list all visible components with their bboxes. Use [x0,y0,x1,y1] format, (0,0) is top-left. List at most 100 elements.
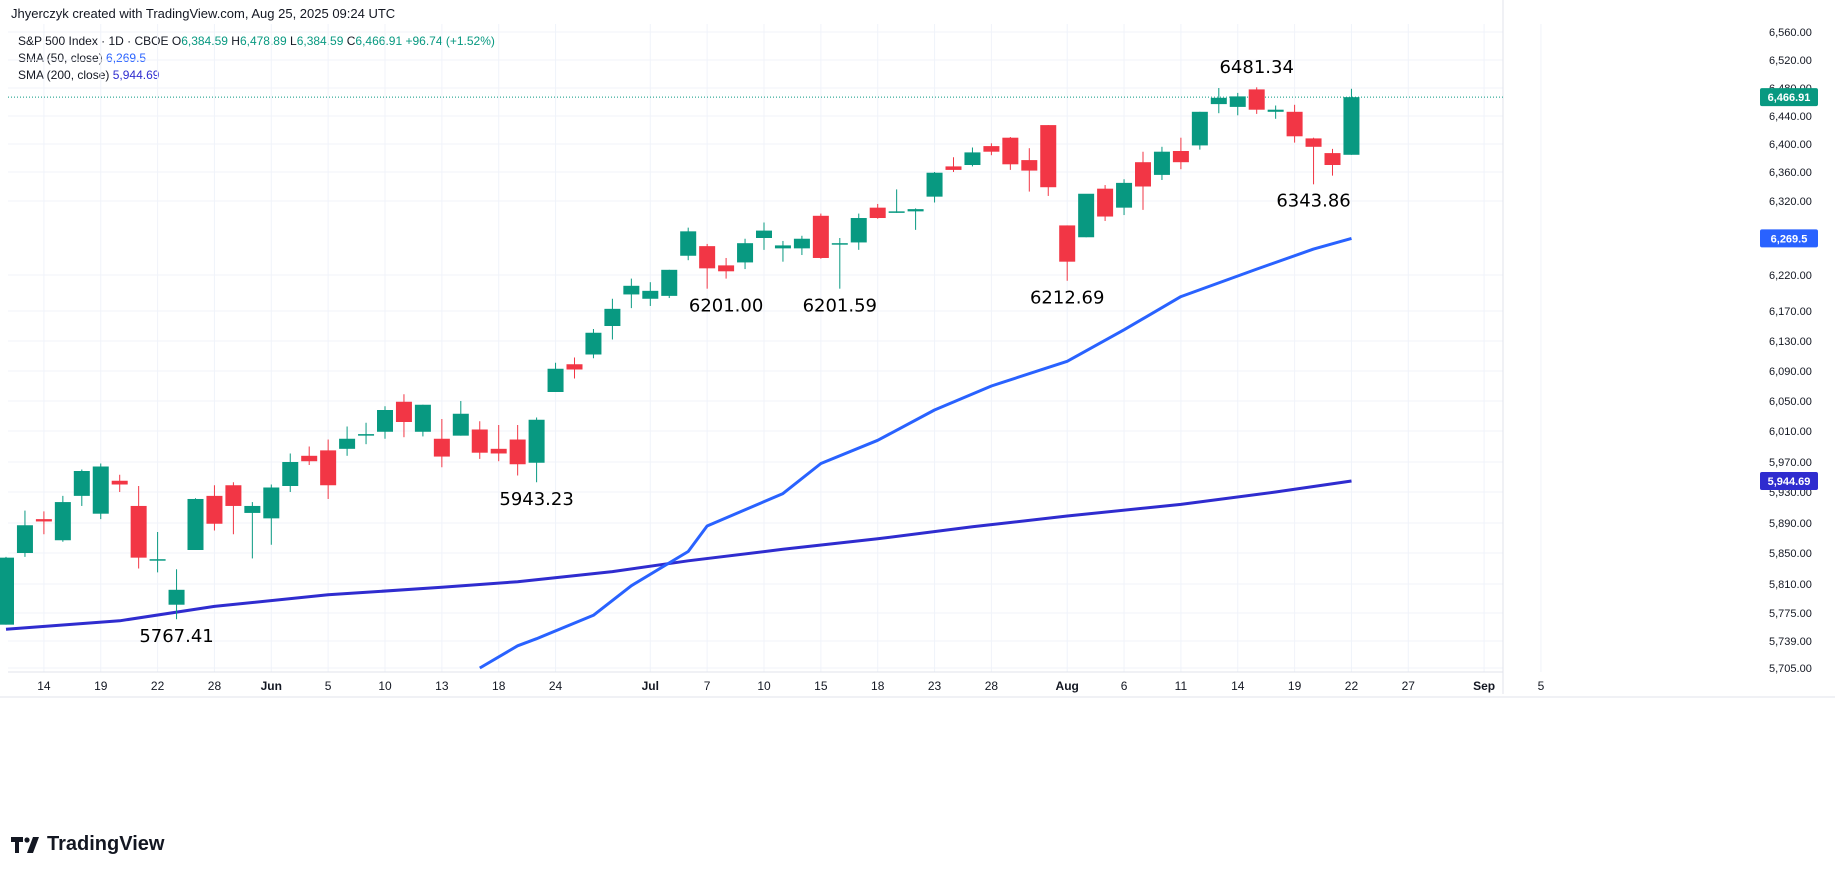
time-axis-label: 5 [325,679,332,693]
price-axis-label: 6,440.00 [1769,111,1812,123]
candle-body [1191,111,1208,146]
candle-body [945,166,962,170]
candle-bearish [1248,87,1265,114]
candle-bullish [187,498,204,550]
candle-body [547,368,564,392]
candle-body [206,495,223,524]
time-axis-label: Sep [1473,679,1495,693]
candle-bullish [54,495,71,542]
candle-bullish [1210,88,1227,114]
candle-bullish [585,329,602,359]
candle-bullish [1229,92,1246,116]
candle-body [642,290,659,299]
candle-body [187,498,204,550]
candle-body [1229,96,1246,107]
candle-bearish [1040,125,1057,196]
candle-bullish [282,453,299,492]
sma50-legend-row[interactable]: SMA (50, close) 6,269.5 [18,50,495,67]
candle-bullish [737,238,754,270]
candle-body [585,332,602,355]
time-axis-label: 11 [1175,679,1188,693]
time-axis-label: 22 [1345,679,1359,693]
candle-body [263,487,280,519]
candle-body [566,364,583,370]
candle-bearish [111,474,128,492]
symbol-legend-row[interactable]: S&P 500 Index · 1D · CBOE O6,384.59 H6,4… [18,33,495,50]
price-axis-label: 6,050.00 [1769,396,1812,408]
candle-body [907,209,924,212]
candle-body [661,269,678,296]
time-axis-label: 23 [928,679,942,693]
candle-body [1116,182,1133,208]
open-key: O [171,34,182,48]
candle-body [756,230,772,238]
symbol-label: S&P 500 Index · 1D · CBOE [18,34,169,48]
candle-body [149,559,166,561]
candle-bearish [1059,225,1076,281]
tradingview-logo[interactable]: TradingView [11,833,164,856]
time-axis-label: 7 [704,679,711,693]
candle-bullish [0,556,14,625]
candle-body [35,519,52,522]
candle-bearish [945,157,962,172]
candle-body [869,207,886,219]
candle-bearish [983,143,1000,156]
candle-bullish [604,298,621,340]
candle-body [623,285,640,295]
price-axis-label: 5,930.00 [1769,487,1812,499]
price-badge: 6,269.5 [1760,229,1818,248]
price-axis-label: 5,739.00 [1769,636,1812,648]
time-axis-label: 19 [94,679,108,693]
price-axis-label: 6,400.00 [1769,139,1812,151]
sma200-legend-row[interactable]: SMA (200, close) 5,944.69 [18,67,495,84]
price-axis-label: 6,320.00 [1769,196,1812,208]
time-axis-label: 19 [1288,679,1302,693]
candle-bullish [793,235,810,256]
sma200-value: 5,944.69 [112,68,160,82]
candle-bullish [850,213,867,250]
candle-bearish [509,425,526,476]
candle-body [471,429,488,453]
price-axis-label: 6,560.00 [1769,27,1812,39]
candle-bullish [149,532,166,573]
candle-body [244,505,261,513]
candle-body [1153,151,1170,175]
candle-body [1210,97,1227,105]
price-annotation: 5943.23 [499,489,573,510]
candle-bearish [1305,137,1322,185]
candle-bullish [1078,193,1095,238]
price-axis-label: 5,810.00 [1769,579,1812,591]
price-badge-label: 6,466.91 [1768,92,1811,104]
candle-body [509,439,526,465]
candle-bearish [1002,137,1019,170]
candle-bullish [547,362,564,392]
candle-bullish [680,227,697,261]
candle-bearish [225,482,242,535]
price-badge-background [1760,88,1818,107]
time-axis-label: 22 [151,679,165,693]
candle-bullish [168,569,185,620]
price-axis-label: 6,220.00 [1769,270,1812,282]
low-value: 6,384.59 [296,34,344,48]
time-axis-label: Aug [1056,679,1079,693]
candle-bullish [244,502,261,559]
candle-body [1172,151,1189,163]
time-axis-label: 28 [985,679,999,693]
candle-body [452,413,469,436]
price-axis-label: 5,890.00 [1769,518,1812,530]
candle-body [168,589,185,605]
time-axis-label: 6 [1121,679,1128,693]
candle-bearish [320,439,337,499]
price-badge: 6,466.91 [1760,88,1818,107]
candle-bullish [964,147,981,167]
price-annotation: 6201.00 [689,296,763,317]
price-annotation: 6201.59 [803,295,877,316]
price-annotation: 6212.69 [1030,287,1104,308]
price-axis-label: 6,360.00 [1769,167,1812,179]
open-value: 6,384.59 [181,34,228,48]
candle-body [282,462,299,486]
candle-bullish [926,172,943,203]
candle-body [831,243,848,245]
candle-bearish [1097,185,1114,221]
